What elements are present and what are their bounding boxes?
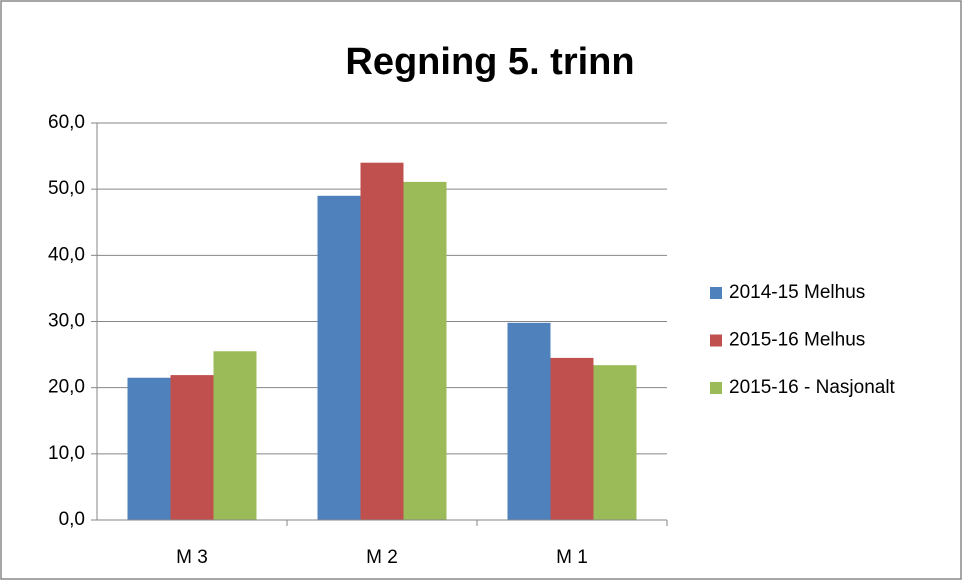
bar: [403, 181, 447, 520]
x-tick-label: M 1: [556, 547, 588, 568]
x-tick-label: M 2: [366, 547, 398, 568]
bar: [317, 195, 361, 521]
legend-swatch: [710, 334, 722, 347]
x-tick-label: M 3: [176, 547, 208, 568]
legend-label: 2014-15 Melhus: [729, 282, 865, 303]
y-tick-label: 0,0: [59, 509, 85, 530]
legend-swatch: [710, 287, 722, 299]
y-tick-label: 40,0: [48, 244, 85, 265]
bar: [360, 162, 404, 520]
y-tick-label: 60,0: [48, 112, 85, 133]
legend-label: 2015-16 Melhus: [729, 330, 865, 351]
legend-label: 2015-16 - Nasjonalt: [729, 377, 896, 398]
y-tick-label: 50,0: [48, 178, 85, 199]
bar: [170, 375, 214, 520]
bar: [593, 365, 637, 520]
bar: [507, 322, 551, 520]
y-tick-label: 10,0: [48, 443, 85, 464]
y-tick-label: 30,0: [48, 311, 85, 332]
bar: [213, 351, 257, 520]
legend-swatch: [710, 382, 722, 394]
chart-title: Regning 5. trinn: [345, 41, 634, 83]
bar: [127, 377, 171, 520]
bar: [550, 357, 594, 520]
y-tick-label: 20,0: [48, 377, 85, 398]
